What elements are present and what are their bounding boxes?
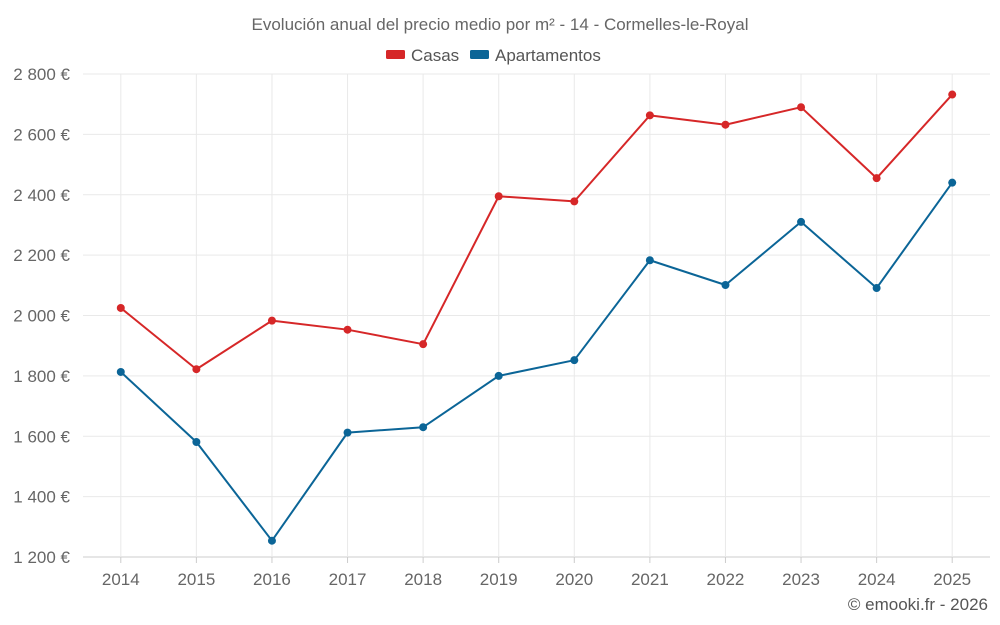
y-axis: 1 200 € 1 400 € 1 600 € 1 800 € 2 000 € 2 200… bbox=[13, 65, 70, 567]
y-tick-label: 1 600 € bbox=[13, 427, 70, 446]
x-tick-label: 2023 bbox=[782, 570, 820, 589]
data-point-apartamentos bbox=[343, 428, 352, 437]
data-point-apartamentos bbox=[116, 367, 125, 376]
data-point-casas bbox=[192, 365, 201, 374]
y-tick-label: 2 600 € bbox=[13, 125, 70, 144]
credit-text: © emooki.fr - 2026 bbox=[848, 595, 988, 614]
y-tick-label: 2 200 € bbox=[13, 246, 70, 265]
y-tick-label: 2 800 € bbox=[13, 65, 70, 84]
x-tick-label: 2016 bbox=[253, 570, 291, 589]
data-point-casas bbox=[645, 111, 654, 120]
y-tick-label: 2 000 € bbox=[13, 307, 70, 326]
data-point-casas bbox=[570, 197, 579, 206]
y-tick-label: 1 800 € bbox=[13, 367, 70, 386]
data-point-apartamentos bbox=[419, 423, 428, 432]
data-point-apartamentos bbox=[797, 217, 806, 226]
data-point-casas bbox=[494, 192, 503, 201]
data-point-casas bbox=[872, 174, 881, 183]
legend-swatch-apartamentos bbox=[470, 50, 489, 59]
data-point-apartamentos bbox=[872, 284, 881, 293]
data-point-casas bbox=[419, 340, 428, 349]
chart-title: Evolución anual del precio medio por m² … bbox=[252, 15, 749, 34]
data-point-apartamentos bbox=[948, 178, 957, 187]
data-point-apartamentos bbox=[570, 356, 579, 365]
x-tick-label: 2022 bbox=[707, 570, 745, 589]
x-tick-label: 2024 bbox=[858, 570, 896, 589]
x-tick-label: 2025 bbox=[933, 570, 971, 589]
x-tick-label: 2021 bbox=[631, 570, 669, 589]
x-axis: 2014 2015 2016 2017 2018 2019 2020 2021 2022 2023… bbox=[102, 557, 971, 589]
x-tick-label: 2020 bbox=[555, 570, 593, 589]
x-tick-label: 2019 bbox=[480, 570, 518, 589]
series-line-casas bbox=[120, 93, 953, 371]
data-point-casas bbox=[343, 325, 352, 334]
data-point-casas bbox=[267, 316, 276, 325]
series-line-apartamentos bbox=[120, 182, 954, 542]
legend-label-casas: Casas bbox=[411, 46, 459, 65]
y-tick-label: 2 400 € bbox=[13, 186, 70, 205]
x-tick-label: 2018 bbox=[404, 570, 442, 589]
data-point-apartamentos bbox=[721, 281, 730, 290]
data-point-casas bbox=[797, 103, 806, 112]
legend-label-apartamentos: Apartamentos bbox=[495, 46, 601, 65]
series-group bbox=[116, 90, 957, 545]
y-tick-label: 1 200 € bbox=[13, 548, 70, 567]
legend: Casas Apartamentos bbox=[386, 46, 601, 65]
x-tick-label: 2014 bbox=[102, 570, 140, 589]
y-tick-label: 1 400 € bbox=[13, 488, 70, 507]
data-point-apartamentos bbox=[267, 536, 276, 545]
legend-swatch-casas bbox=[386, 50, 405, 59]
grid bbox=[83, 73, 990, 558]
data-point-apartamentos bbox=[645, 256, 654, 265]
data-point-casas bbox=[116, 303, 125, 312]
data-point-casas bbox=[721, 120, 730, 129]
data-point-casas bbox=[948, 90, 957, 99]
data-point-apartamentos bbox=[192, 437, 201, 446]
x-tick-label: 2017 bbox=[329, 570, 367, 589]
data-point-apartamentos bbox=[494, 371, 503, 380]
x-tick-label: 2015 bbox=[177, 570, 215, 589]
